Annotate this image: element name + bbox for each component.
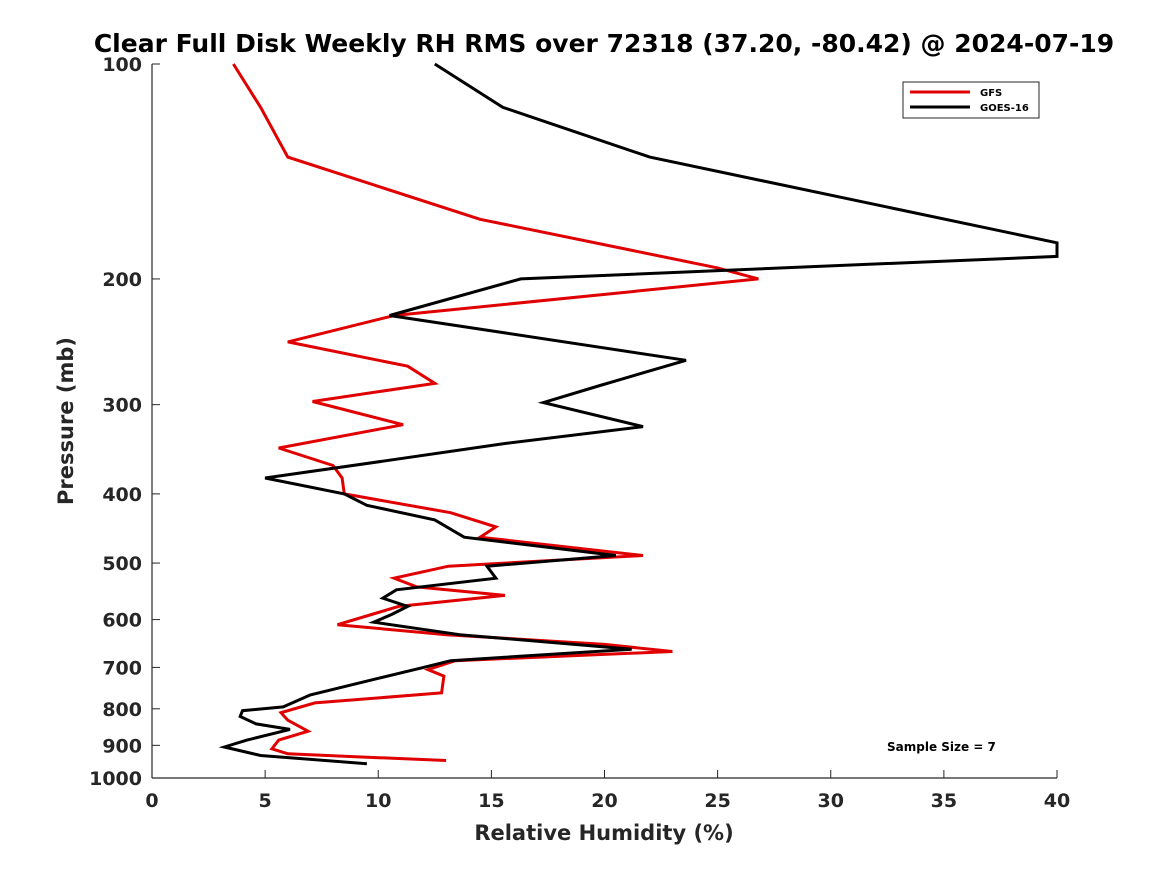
legend: GFS GOES-16 (902, 81, 1040, 119)
x-tick-label: 35 (931, 790, 957, 812)
y-tick-label: 800 (102, 699, 142, 721)
x-tick-label: 40 (1044, 790, 1070, 812)
legend-label-gfs: GFS (980, 88, 1002, 99)
series-line-goes16 (218, 62, 1059, 766)
y-ticks: 100 200 300 400 500 600 700 800 900 1000 (89, 54, 160, 790)
legend-label-goes16: GOES-16 (980, 103, 1029, 114)
x-tick-label: 0 (145, 790, 158, 812)
y-axis-label: Pressure (mb) (54, 337, 78, 505)
y-tick-label: 1000 (89, 768, 142, 790)
x-tick-label: 30 (818, 790, 844, 812)
x-tick-label: 5 (259, 790, 272, 812)
series-layer (218, 62, 1059, 766)
sample-size-annotation: Sample Size = 7 (887, 740, 996, 754)
y-tick-label: 400 (102, 484, 142, 506)
y-tick-label: 300 (102, 395, 142, 417)
x-axis-label: Relative Humidity (%) (474, 821, 733, 845)
y-tick-label: 600 (102, 610, 142, 632)
x-tick-label: 15 (478, 790, 504, 812)
series-line-gfs (232, 63, 759, 762)
y-tick-label: 500 (102, 553, 142, 575)
x-tick-label: 20 (591, 790, 617, 812)
x-tick-label: 10 (365, 790, 391, 812)
y-tick-label: 100 (102, 54, 142, 76)
y-tick-label: 700 (102, 657, 142, 679)
y-tick-label: 200 (102, 269, 142, 291)
y-tick-label: 900 (102, 735, 142, 757)
legend-box (902, 81, 1040, 119)
x-tick-label: 25 (704, 790, 730, 812)
x-ticks: 0 5 10 15 20 25 30 35 40 (145, 770, 1070, 812)
chart-title: Clear Full Disk Weekly RH RMS over 72318… (94, 29, 1114, 58)
